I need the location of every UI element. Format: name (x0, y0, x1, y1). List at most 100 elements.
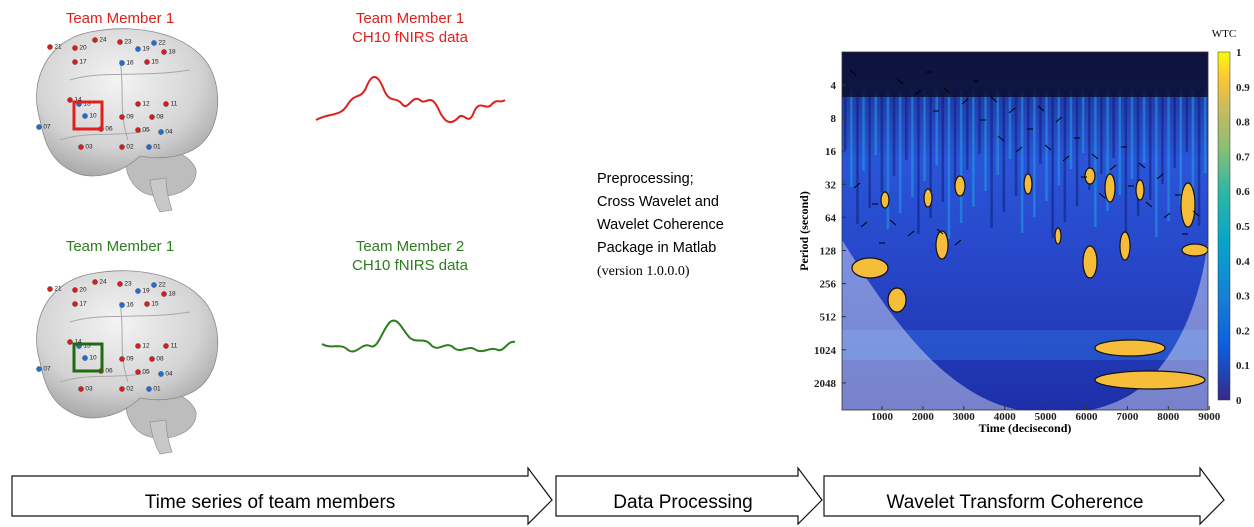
x-axis-label: Time (decisecond) (979, 421, 1072, 435)
heat-streak (1149, 90, 1152, 200)
cerebrum (36, 270, 219, 419)
colorbar-tick-label: 0.1 (1236, 360, 1250, 372)
coherence-region (1180, 182, 1196, 228)
note-line: (version 1.0.0.0) (597, 264, 690, 279)
coherence-region (1094, 339, 1166, 357)
phase-arrow (1192, 210, 1200, 217)
channel-label: 01 (153, 386, 161, 393)
heat-streak (959, 90, 963, 223)
channel-label: 05 (142, 127, 150, 134)
heat-streak (1027, 90, 1030, 180)
heat-streak (1045, 90, 1048, 201)
optode (72, 45, 78, 51)
channel-label: 03 (85, 144, 93, 151)
optode (149, 356, 155, 362)
channel-label: 02 (126, 386, 134, 393)
channel-label: 15 (151, 301, 159, 308)
channel-label: 04 (165, 371, 173, 378)
heat-streak (984, 90, 987, 191)
channel-label: 22 (158, 282, 166, 289)
optode (36, 124, 42, 130)
channel-label: 03 (85, 386, 93, 393)
processing-note: Preprocessing; Cross Wavelet and Wavelet C… (597, 171, 724, 279)
x-tick-label: 1000 (871, 411, 894, 423)
optode (135, 46, 141, 52)
channel-label: 14 (74, 339, 82, 346)
cerebrum (36, 28, 219, 177)
channel-label: 01 (153, 144, 161, 151)
channel-label: 04 (165, 129, 173, 136)
heat-streak (947, 90, 951, 239)
heat-streak (1167, 90, 1170, 221)
optode (119, 144, 125, 150)
heat-streak (1002, 90, 1006, 212)
heat-streak (1088, 90, 1091, 190)
colorbar-label: WTC (1212, 28, 1236, 40)
optode (67, 97, 73, 103)
y-tick-label: 256 (820, 279, 837, 291)
colorbar-tick-label: 0.9 (1236, 82, 1250, 94)
channel-label: 19 (142, 288, 150, 295)
x-tick-label: 2000 (912, 411, 935, 423)
channel-highlight (72, 342, 104, 373)
note-line: Cross Wavelet and (597, 194, 719, 210)
x-tick-label: 9000 (1198, 411, 1221, 423)
y-axis-label: Period (second) (797, 191, 811, 271)
heat-streak (880, 90, 884, 192)
pipeline-step: Time series of team members (145, 492, 396, 513)
channel-label: 06 (105, 368, 113, 375)
colorbar-tick-label: 1 (1236, 47, 1242, 59)
heat-streak (898, 90, 902, 213)
channel-highlight (72, 100, 104, 131)
signal-label: Team Member 1 (356, 10, 464, 27)
channel-label: 12 (142, 343, 150, 350)
optode (163, 343, 169, 349)
phase-arrow (1015, 146, 1023, 153)
coherence-region (1054, 227, 1062, 245)
phase-arrow (1156, 173, 1164, 180)
heat-streak (1081, 90, 1085, 153)
heat-streak (941, 90, 945, 202)
phase-arrow (1145, 201, 1153, 208)
x-tick-label: 6000 (1076, 411, 1099, 423)
channel-label: 07 (43, 366, 51, 373)
channel-label: 15 (151, 59, 159, 66)
optode (92, 279, 98, 285)
y-tick-label: 4 (831, 80, 837, 92)
y-tick-label: 512 (820, 312, 837, 324)
heat-streak (1014, 90, 1018, 196)
x-tick-label: 4000 (994, 411, 1017, 423)
channel-label: 18 (168, 291, 176, 298)
channel-label: 08 (156, 356, 164, 363)
coherence-region (1023, 173, 1033, 195)
coherence-region (1084, 167, 1096, 185)
pipeline-arrow (11, 466, 553, 526)
x-tick-label: 5000 (1035, 411, 1058, 423)
optode (151, 282, 157, 288)
heat-streak (917, 90, 920, 234)
optode (82, 355, 88, 361)
coherence-region (1181, 243, 1208, 257)
heat-streak (978, 90, 981, 154)
heat-streak (1155, 90, 1158, 237)
heat-streak (886, 90, 890, 229)
phase-arrow (914, 89, 922, 96)
channel-label: 09 (126, 356, 134, 363)
colorbar-tick-label: 0.8 (1236, 117, 1250, 129)
heat-streak (1124, 90, 1128, 232)
phase-arrow (1163, 212, 1171, 219)
signal-label: CH10 fNIRS data (352, 257, 469, 274)
pipeline-arrow (823, 466, 1225, 526)
heat-streak (1008, 90, 1012, 159)
phase-arrow (1109, 164, 1117, 171)
optode (119, 114, 125, 120)
signal-trace (321, 319, 516, 353)
phase-arrow (1044, 144, 1052, 151)
phase-arrow (1091, 153, 1099, 160)
heat-streak (1197, 90, 1201, 226)
channel-label: 21 (54, 44, 62, 51)
phase-arrow (990, 96, 998, 103)
phase-arrow (860, 221, 868, 228)
channel-label: 24 (99, 279, 107, 286)
